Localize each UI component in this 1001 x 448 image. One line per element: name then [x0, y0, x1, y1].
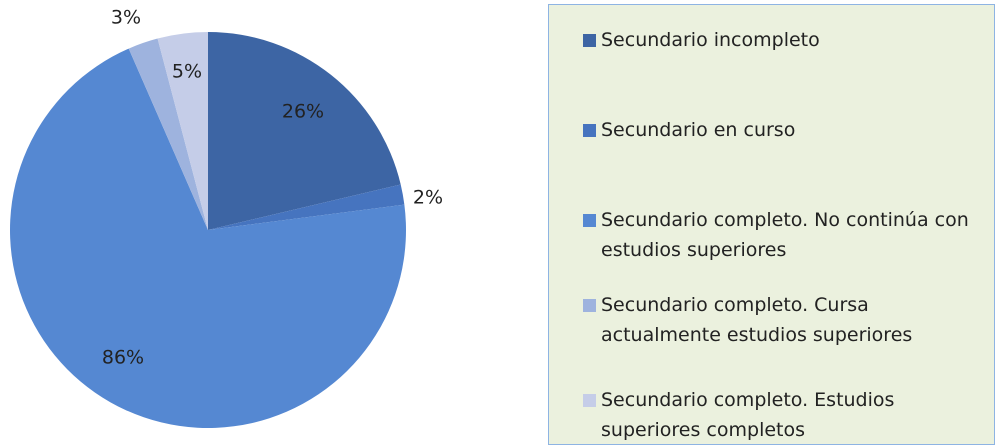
pie-slice	[157, 32, 208, 230]
pie-slice	[10, 48, 407, 428]
data-label: 3%	[111, 7, 141, 29]
legend-label: Secundario completo. No continúa con est…	[601, 209, 969, 261]
pie-area: 26% 2% 86% 3% 5%	[10, 7, 443, 428]
legend-label: Secundario completo. Estudios superiores…	[601, 389, 895, 441]
legend-swatch	[583, 124, 596, 137]
legend-swatch	[583, 394, 596, 407]
data-label: 86%	[102, 347, 144, 369]
legend-swatch	[583, 214, 596, 227]
legend: Secundario incompleto Secundario en curso…	[548, 4, 995, 445]
legend-label: Secundario en curso	[601, 119, 796, 141]
pie-slice	[128, 38, 208, 231]
legend-label: Secundario completo. Cursa actualmente e…	[601, 294, 913, 346]
legend-label: Secundario incompleto	[601, 29, 820, 51]
pie-slice	[208, 32, 401, 230]
pie-slice	[208, 184, 405, 230]
data-label: 2%	[413, 187, 443, 209]
legend-swatch	[583, 299, 596, 312]
data-label: 5%	[172, 61, 202, 83]
data-label: 26%	[282, 101, 324, 123]
legend-swatch	[583, 34, 596, 47]
